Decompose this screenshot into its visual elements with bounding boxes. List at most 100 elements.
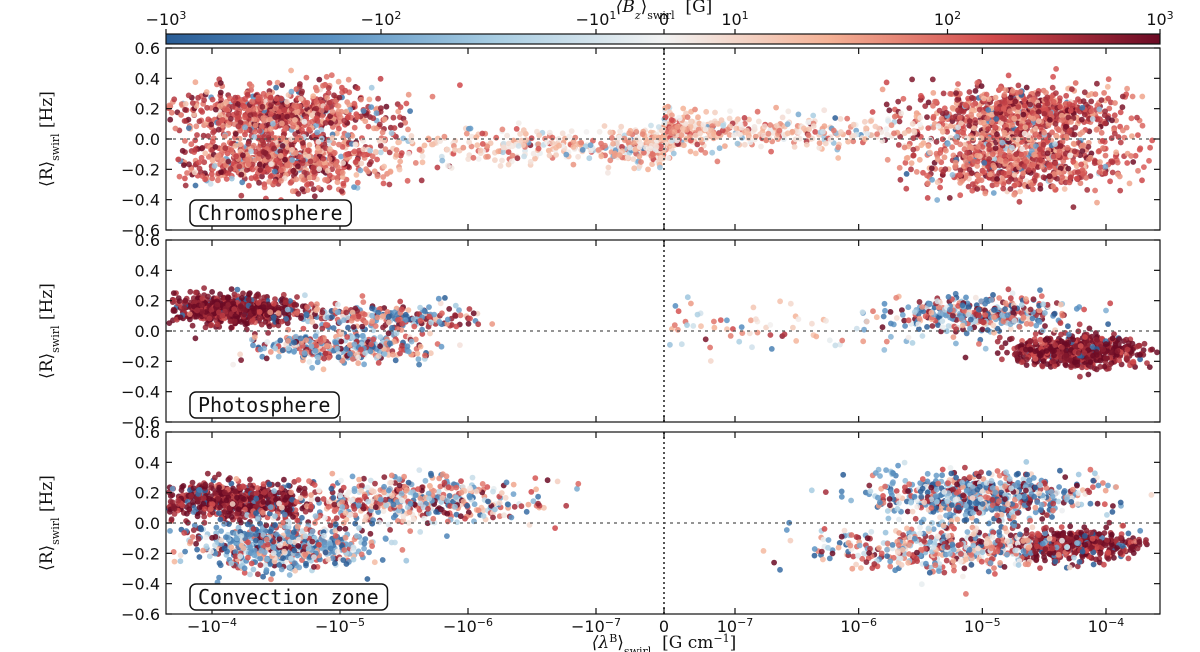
data-point bbox=[1146, 157, 1152, 164]
data-point bbox=[527, 158, 534, 165]
data-point bbox=[215, 152, 222, 159]
data-point bbox=[952, 159, 959, 166]
data-point bbox=[452, 147, 458, 153]
data-point bbox=[716, 145, 723, 152]
data-point bbox=[467, 315, 473, 322]
data-point bbox=[596, 128, 603, 135]
data-point bbox=[435, 295, 442, 302]
data-point bbox=[925, 125, 932, 131]
data-point bbox=[1022, 124, 1029, 131]
data-point bbox=[1031, 151, 1037, 158]
data-point bbox=[341, 117, 348, 124]
data-point bbox=[897, 176, 904, 183]
data-point bbox=[412, 160, 419, 166]
data-point bbox=[244, 157, 251, 164]
data-point bbox=[343, 309, 350, 316]
data-point bbox=[789, 128, 796, 135]
data-point bbox=[957, 167, 964, 174]
data-point bbox=[1068, 119, 1074, 125]
data-point bbox=[679, 125, 686, 132]
data-point bbox=[354, 114, 361, 120]
data-point bbox=[544, 139, 550, 146]
data-point bbox=[279, 120, 285, 127]
data-point bbox=[359, 293, 366, 299]
data-point bbox=[353, 172, 360, 178]
data-point bbox=[624, 154, 631, 161]
data-point bbox=[397, 298, 404, 305]
data-point bbox=[170, 306, 177, 313]
data-point bbox=[1040, 174, 1047, 181]
data-point bbox=[963, 102, 969, 109]
data-point bbox=[900, 95, 907, 102]
data-point bbox=[397, 104, 404, 110]
data-point bbox=[779, 114, 786, 121]
data-point bbox=[697, 130, 703, 137]
data-point bbox=[1073, 163, 1080, 170]
data-point bbox=[784, 130, 791, 137]
data-point bbox=[259, 173, 265, 180]
data-point bbox=[362, 118, 369, 125]
data-point bbox=[976, 112, 983, 118]
data-point bbox=[1012, 98, 1019, 105]
data-point bbox=[864, 130, 871, 137]
data-point bbox=[955, 107, 961, 114]
data-point bbox=[801, 125, 807, 132]
data-point bbox=[315, 185, 322, 191]
data-point bbox=[390, 114, 397, 121]
data-point bbox=[505, 149, 512, 156]
data-point bbox=[1079, 104, 1086, 111]
data-point bbox=[419, 153, 426, 160]
data-point bbox=[249, 304, 256, 311]
data-point bbox=[201, 285, 208, 291]
data-point bbox=[301, 118, 308, 125]
data-point bbox=[418, 177, 425, 184]
data-point bbox=[416, 361, 422, 368]
data-point bbox=[609, 135, 615, 141]
data-point bbox=[211, 163, 218, 169]
data-point bbox=[784, 121, 791, 128]
data-point bbox=[760, 132, 767, 139]
data-point bbox=[910, 135, 917, 142]
data-point bbox=[209, 138, 216, 145]
data-point bbox=[1003, 87, 1009, 93]
data-point bbox=[776, 127, 783, 134]
data-point bbox=[209, 157, 216, 164]
data-point bbox=[891, 130, 897, 137]
data-point bbox=[896, 164, 903, 171]
data-point bbox=[279, 143, 286, 149]
data-point bbox=[1079, 129, 1086, 136]
data-point bbox=[405, 126, 411, 133]
data-point bbox=[233, 110, 240, 116]
data-point bbox=[746, 116, 752, 123]
data-point bbox=[249, 166, 256, 173]
data-point bbox=[256, 150, 263, 157]
data-point bbox=[258, 321, 265, 328]
data-point bbox=[1137, 145, 1144, 152]
data-point bbox=[930, 113, 937, 120]
data-point bbox=[176, 173, 183, 180]
data-point bbox=[810, 123, 817, 129]
data-point bbox=[657, 164, 663, 171]
data-point bbox=[958, 178, 965, 185]
data-point bbox=[515, 143, 522, 149]
data-point bbox=[260, 115, 267, 121]
data-point bbox=[398, 306, 405, 313]
data-point bbox=[1115, 171, 1121, 178]
data-point bbox=[182, 101, 189, 107]
data-point bbox=[345, 324, 351, 331]
data-point bbox=[908, 160, 915, 167]
data-point bbox=[421, 142, 428, 149]
y-tick-label: −0.2 bbox=[121, 160, 160, 179]
data-point bbox=[1079, 148, 1086, 154]
data-point bbox=[1043, 89, 1049, 96]
data-point bbox=[1102, 152, 1109, 159]
data-point bbox=[885, 118, 891, 124]
data-point bbox=[953, 133, 960, 140]
data-point bbox=[1017, 89, 1024, 95]
data-point bbox=[971, 125, 977, 132]
data-point bbox=[741, 141, 748, 148]
data-point bbox=[908, 166, 914, 173]
data-point bbox=[205, 133, 212, 139]
data-point bbox=[515, 120, 522, 126]
data-point bbox=[270, 314, 277, 320]
